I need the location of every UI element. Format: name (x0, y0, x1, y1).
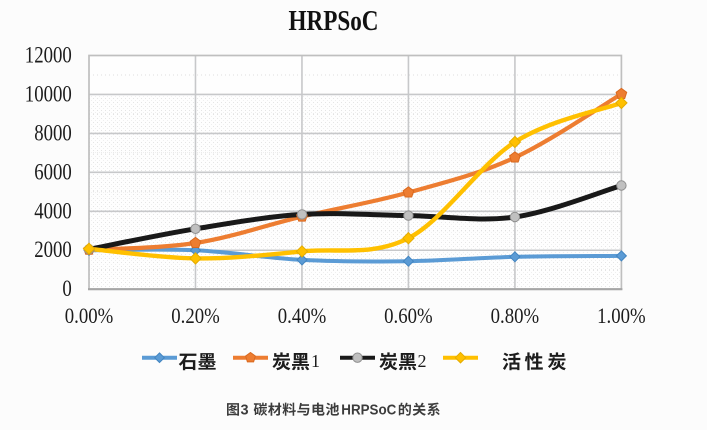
svg-text:0.60%: 0.60% (384, 303, 433, 328)
svg-text:HRPSoC: HRPSoC (341, 402, 396, 419)
svg-text:HRPSoC: HRPSoC (289, 5, 379, 37)
svg-text:0: 0 (62, 276, 71, 302)
svg-text:2: 2 (418, 351, 427, 371)
svg-text:0.20%: 0.20% (171, 303, 220, 328)
svg-text:4000: 4000 (34, 198, 72, 224)
svg-text:3: 3 (241, 403, 249, 419)
svg-text:12000: 12000 (25, 43, 72, 69)
svg-text:10000: 10000 (25, 81, 72, 107)
svg-text:0.40%: 0.40% (278, 303, 327, 328)
svg-text:1: 1 (311, 351, 320, 371)
svg-text:6000: 6000 (34, 159, 72, 185)
svg-text:8000: 8000 (34, 120, 72, 146)
svg-text:1.00%: 1.00% (597, 303, 646, 328)
svg-text:2000: 2000 (34, 237, 72, 263)
svg-text:0.00%: 0.00% (65, 303, 114, 328)
svg-text:0.80%: 0.80% (491, 303, 540, 328)
